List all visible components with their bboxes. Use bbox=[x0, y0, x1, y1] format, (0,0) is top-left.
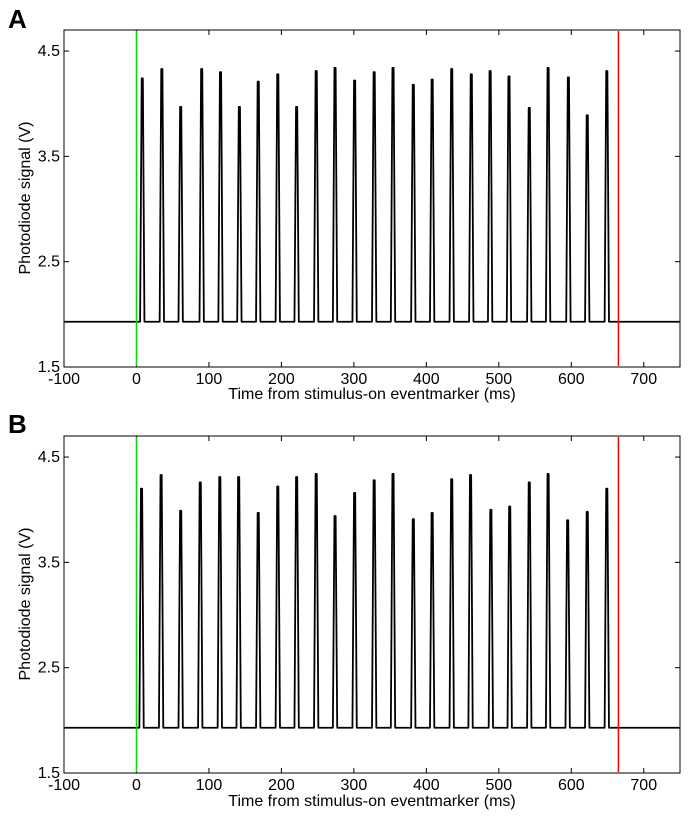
pulse-peak bbox=[606, 70, 608, 72]
pulse-peak bbox=[179, 106, 182, 108]
pulse-peak bbox=[431, 512, 433, 514]
pulse-peak bbox=[141, 77, 144, 80]
pulse-peak bbox=[160, 474, 162, 476]
x-tick-label: 0 bbox=[132, 777, 141, 794]
pulse-peak bbox=[276, 485, 279, 488]
x-tick-label: 100 bbox=[196, 371, 223, 388]
pulse-peak bbox=[200, 68, 203, 70]
plot-frame bbox=[63, 435, 681, 774]
pulse-peak bbox=[257, 80, 260, 83]
pulse-peak bbox=[470, 73, 473, 76]
pulse-peak bbox=[586, 511, 589, 513]
pulse-peak bbox=[179, 509, 182, 512]
pulse-peak bbox=[469, 474, 472, 476]
x-tick-label: 200 bbox=[268, 777, 295, 794]
x-tick-label: 100 bbox=[196, 777, 223, 794]
x-tick-label: 400 bbox=[413, 777, 440, 794]
y-tick-label: 4.5 bbox=[38, 449, 60, 466]
y-tick-label: 4.5 bbox=[38, 43, 60, 60]
pulse-peak bbox=[315, 70, 317, 72]
pulse-peak bbox=[566, 519, 569, 522]
pulse-peak bbox=[490, 508, 492, 511]
x-tick-label: 0 bbox=[132, 371, 141, 388]
x-tick-label: 200 bbox=[268, 371, 295, 388]
pulse-peak bbox=[508, 75, 510, 78]
pulse-peak bbox=[219, 71, 222, 73]
x-tick-label: 300 bbox=[341, 777, 368, 794]
pulse-peak bbox=[412, 83, 415, 86]
pulse-peak bbox=[257, 512, 260, 514]
pulse-peak bbox=[431, 78, 433, 81]
x-tick-label: 500 bbox=[485, 777, 512, 794]
y-tick-label: 2.5 bbox=[38, 254, 60, 271]
pulse-peak bbox=[528, 107, 531, 109]
x-tick-label: 700 bbox=[630, 371, 657, 388]
pulse-peak bbox=[140, 487, 143, 490]
pulse-peak bbox=[353, 492, 356, 494]
pulse-peak bbox=[334, 515, 336, 517]
data-area bbox=[64, 31, 680, 366]
x-axis-label: Time from stimulus-on eventmarker (ms) bbox=[228, 793, 515, 810]
y-tick-label: 3.5 bbox=[38, 148, 60, 165]
pulse-peak bbox=[161, 68, 163, 70]
panel-label: A bbox=[8, 4, 27, 34]
pulse-peak bbox=[412, 518, 415, 520]
pulse-peak bbox=[276, 73, 279, 76]
x-tick-label: 500 bbox=[485, 371, 512, 388]
y-tick-label: 2.5 bbox=[38, 660, 60, 677]
plot-frame bbox=[63, 29, 681, 368]
x-tick-label: 600 bbox=[558, 777, 585, 794]
y-axis-label: Photodiode signal (V) bbox=[17, 122, 34, 275]
pulse-peak bbox=[450, 478, 453, 480]
panel-b: B -100 0 100 200 300 400 500 600 700 1.5 2.5 3.5 4.5… bbox=[8, 409, 681, 810]
pulse-peak bbox=[606, 487, 608, 490]
panel-a: A -100 0 100 200 300 400 500 600 700 1.5 2.5 3.5 4.5… bbox=[8, 4, 681, 403]
y-tick-label: 3.5 bbox=[38, 554, 60, 571]
axis-ticks: -100 0 100 200 300 400 500 600 700 1.5 2.5 3.5 4.5 bbox=[38, 30, 680, 388]
pulse-peak bbox=[567, 76, 570, 79]
pulse-peak bbox=[508, 505, 511, 508]
pulse-peak bbox=[392, 67, 394, 69]
x-tick-label: -100 bbox=[48, 777, 80, 794]
x-tick-label: 300 bbox=[341, 371, 368, 388]
pulse-peak bbox=[199, 481, 202, 484]
pulse-peak bbox=[238, 106, 241, 108]
pulse-peak bbox=[547, 473, 549, 475]
x-tick-label: 400 bbox=[413, 371, 440, 388]
pulse-peak bbox=[373, 71, 375, 73]
pulse-peak bbox=[237, 476, 240, 478]
axis-ticks: -100 0 100 200 300 400 500 600 700 1.5 2.5 3.5 4.5 bbox=[38, 436, 680, 794]
y-axis-label: Photodiode signal (V) bbox=[17, 528, 34, 681]
x-tick-label: 600 bbox=[558, 371, 585, 388]
pulse-peak bbox=[295, 476, 298, 478]
pulse-peak bbox=[219, 476, 221, 478]
pulse-peak bbox=[392, 473, 394, 475]
pulse-peak bbox=[528, 481, 531, 484]
data-area bbox=[64, 437, 680, 772]
pulse-peak bbox=[547, 67, 549, 69]
x-axis-label: Time from stimulus-on eventmarker (ms) bbox=[228, 386, 515, 403]
pulse-peak bbox=[295, 106, 298, 108]
pulse-peak bbox=[373, 479, 375, 482]
pulse-peak bbox=[353, 79, 356, 82]
pulse-peak bbox=[489, 70, 491, 72]
y-tick-label: 1.5 bbox=[38, 359, 60, 376]
panel-label: B bbox=[8, 409, 27, 439]
y-tick-label: 1.5 bbox=[38, 765, 60, 782]
x-tick-label: -100 bbox=[48, 371, 80, 388]
x-tick-label: 700 bbox=[630, 777, 657, 794]
pulse-peak bbox=[334, 67, 336, 69]
pulse-peak bbox=[586, 114, 589, 117]
pulse-peak bbox=[450, 68, 453, 70]
signal-trace bbox=[64, 67, 680, 323]
pulse-peak bbox=[315, 473, 317, 475]
